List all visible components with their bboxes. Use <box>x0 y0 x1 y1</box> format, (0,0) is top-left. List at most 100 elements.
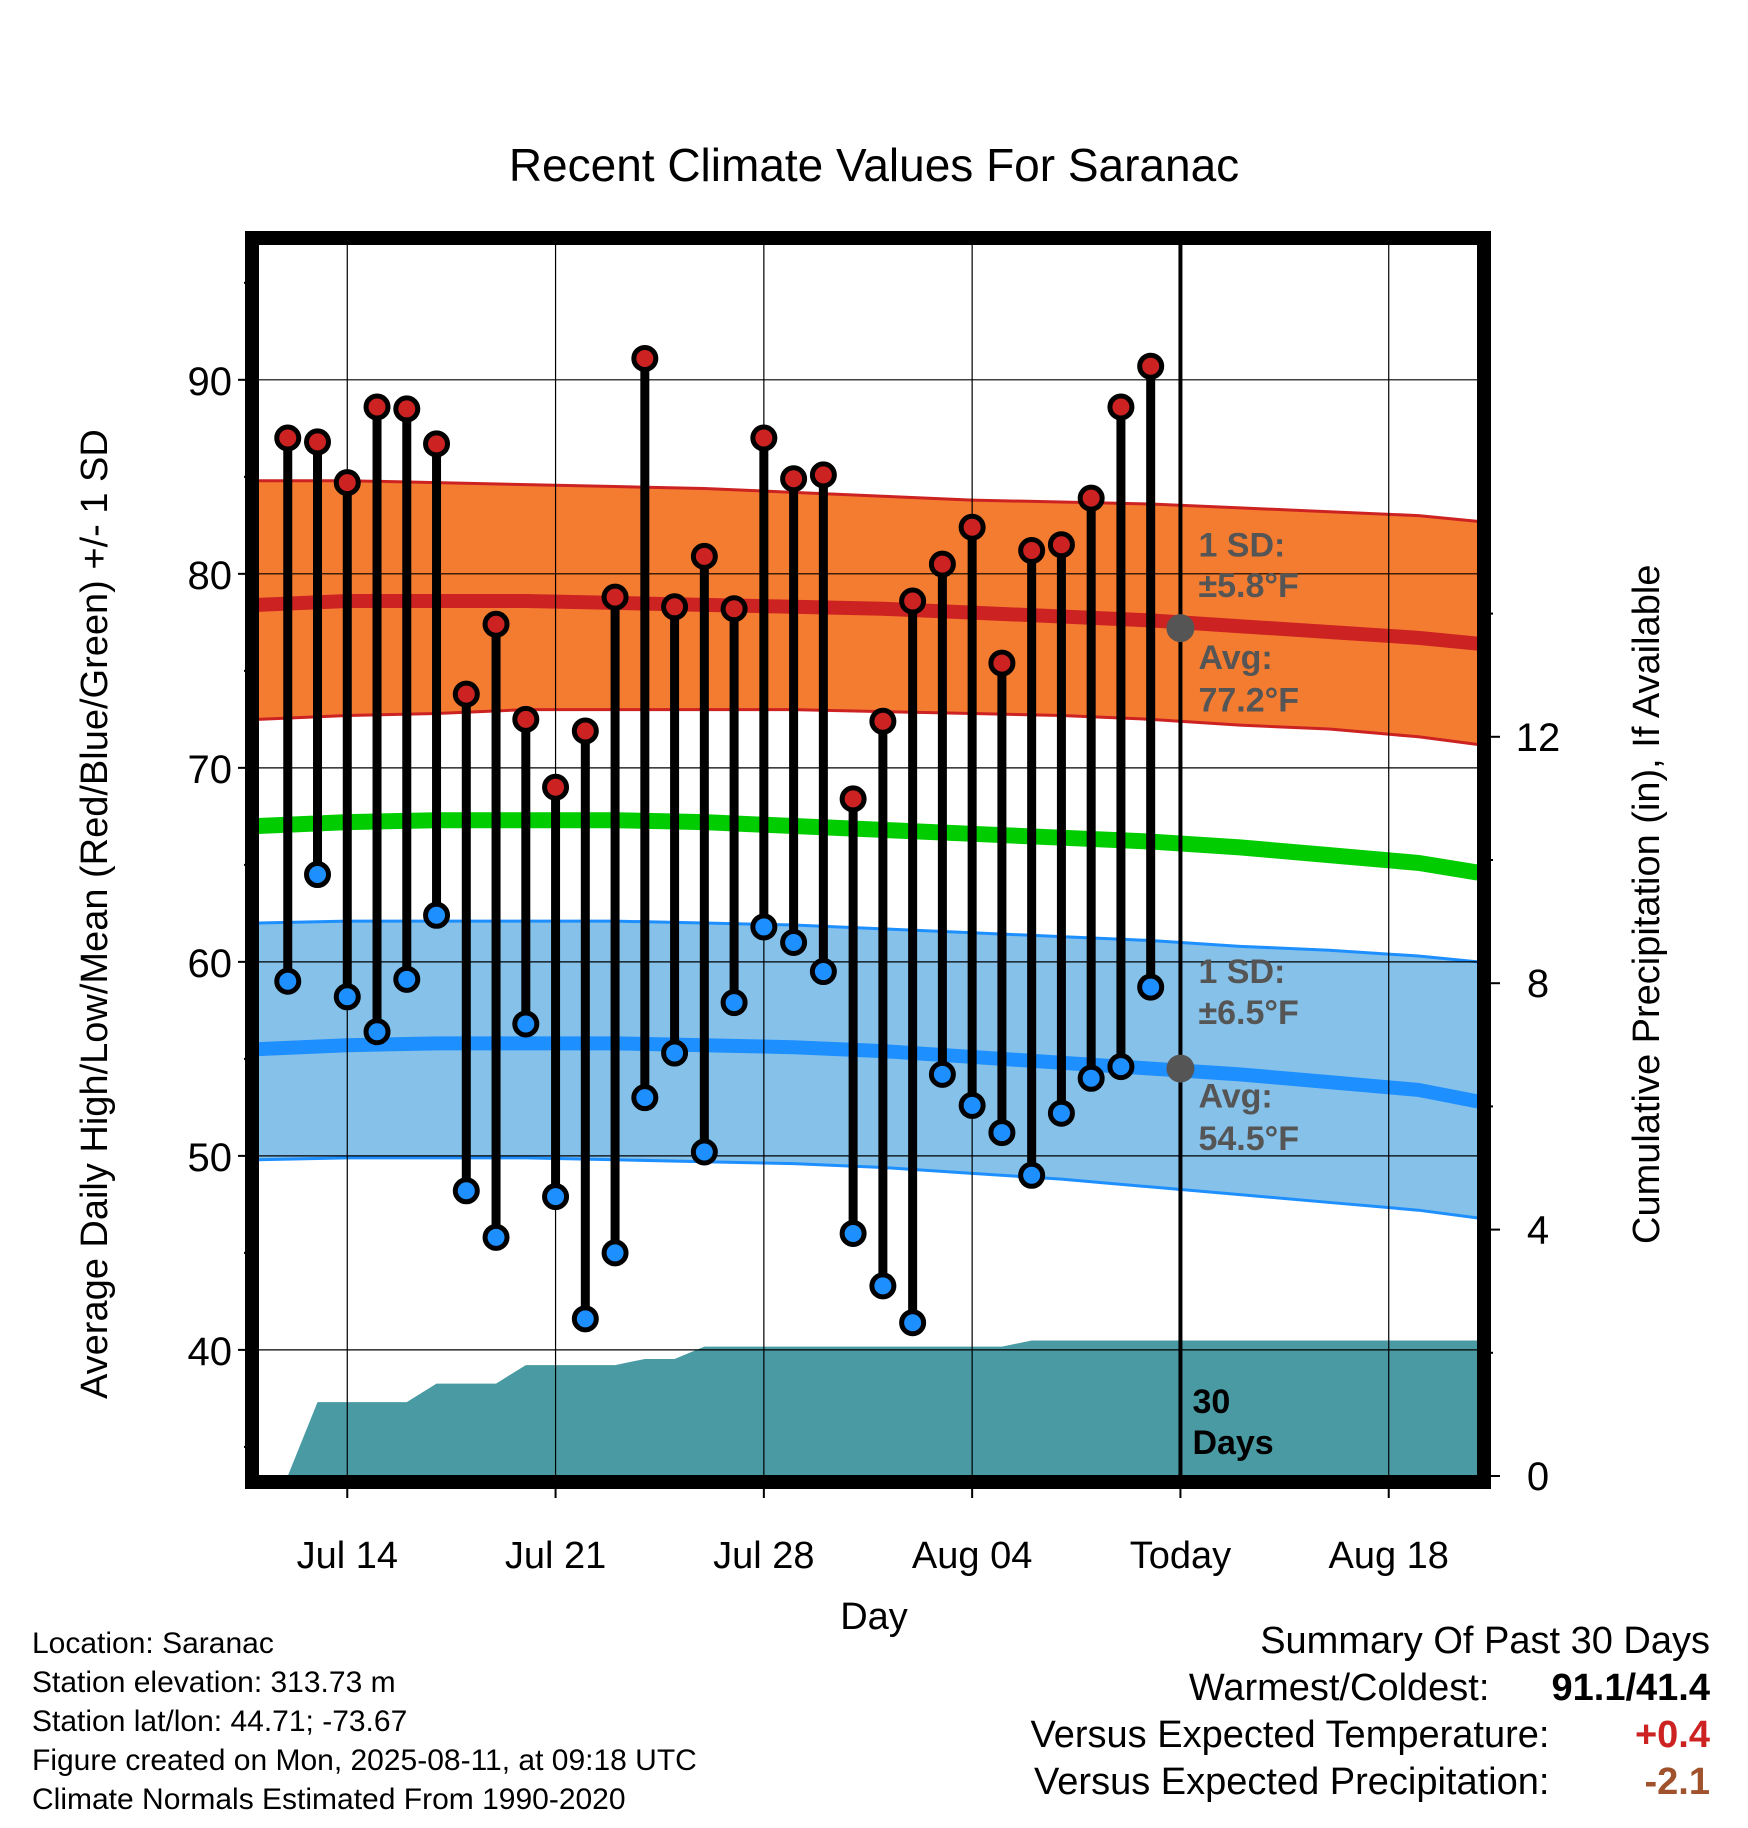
elevation-text: Station elevation: 313.73 m <box>32 1666 396 1699</box>
high-avg-value: 77.2°F <box>1198 682 1299 720</box>
daily-low-point-16 <box>720 989 748 1017</box>
high-sd-band-upper-edge <box>258 479 1478 523</box>
normal-high-line <box>258 593 1478 651</box>
high-avg-label: Avg: <box>1198 639 1272 677</box>
x-tick-label-5: Aug 18 <box>1329 1535 1449 1577</box>
daily-low-point-25 <box>988 1119 1016 1147</box>
y-axis-left-label: Average Daily High/Low/Mean (Red/Blue/Gr… <box>74 429 116 1399</box>
warm-cold-value: 91.1/41.4 <box>1551 1667 1710 1709</box>
daily-high-point-24 <box>958 513 986 541</box>
normals-text: Climate Normals Estimated From 1990-2020 <box>32 1783 626 1816</box>
precip-anomaly-value: -2.1 <box>1644 1761 1710 1803</box>
low-sd-label: 1 SD: <box>1198 953 1285 991</box>
x-axis-label: Day <box>840 1596 908 1638</box>
created-text: Figure created on Mon, 2025-08-11, at 09… <box>32 1744 697 1777</box>
y-right-tick-label-0: 0 <box>1527 1455 1549 1499</box>
location-text: Location: Saranac <box>32 1627 274 1660</box>
plot-area <box>258 244 1478 1476</box>
temp-anomaly-value: +0.4 <box>1634 1714 1710 1756</box>
daily-high-point-8 <box>482 610 510 638</box>
daily-high-point-16 <box>720 595 748 623</box>
daily-low-point-18 <box>780 928 808 956</box>
daily-low-point-6 <box>423 901 451 929</box>
y-right-tick-label-12: 12 <box>1516 716 1561 760</box>
high-sd-value: ±5.8°F <box>1198 567 1298 605</box>
daily-low-point-22 <box>899 1309 927 1337</box>
daily-high-point-11 <box>571 717 599 745</box>
y-left-tick-label-70: 70 <box>188 748 233 792</box>
daily-low-point-27 <box>1047 1099 1075 1127</box>
daily-low-point-12 <box>601 1239 629 1267</box>
low-avg-label: Avg: <box>1198 1077 1272 1115</box>
daily-high-point-13 <box>631 344 659 372</box>
latlon-text: Station lat/lon: 44.71; -73.67 <box>32 1705 408 1738</box>
summary-temp: Versus Expected Temperature: +0.4 <box>1031 1712 1710 1759</box>
y-left-tick-label-40: 40 <box>188 1330 233 1374</box>
y-left-tick-label-60: 60 <box>188 942 233 986</box>
daily-low-point-24 <box>958 1091 986 1119</box>
daily-low-point-23 <box>928 1060 956 1088</box>
daily-high-point-22 <box>899 587 927 615</box>
daily-high-point-23 <box>928 550 956 578</box>
daily-low-point-1 <box>274 967 302 995</box>
daily-low-point-4 <box>363 1018 391 1046</box>
summary-warm-cold: Warmest/Coldest: 91.1/41.4 <box>1031 1665 1710 1712</box>
station-metadata: Location: Saranac Station elevation: 313… <box>32 1624 697 1819</box>
y-right-tick-label-4: 4 <box>1527 1209 1549 1253</box>
daily-low-point-19 <box>809 958 837 986</box>
summary-heading: Summary Of Past 30 Days <box>1260 1620 1710 1662</box>
daily-high-point-4 <box>363 393 391 421</box>
y-left-tick-label-50: 50 <box>188 1136 233 1180</box>
x-tick-label-3: Aug 04 <box>912 1535 1032 1577</box>
daily-low-point-2 <box>304 861 332 889</box>
daily-high-point-6 <box>423 430 451 458</box>
summary-panel: Summary Of Past 30 Days Warmest/Coldest:… <box>1031 1618 1710 1806</box>
daily-high-point-28 <box>1077 484 1105 512</box>
x-tick-label-2: Jul 28 <box>713 1535 814 1577</box>
daily-high-point-17 <box>750 424 778 452</box>
daily-high-point-10 <box>542 773 570 801</box>
daily-low-point-15 <box>690 1138 718 1166</box>
daily-high-point-30 <box>1137 352 1165 380</box>
daily-low-point-5 <box>393 965 421 993</box>
daily-high-point-18 <box>780 465 808 493</box>
daily-low-point-10 <box>542 1183 570 1211</box>
warm-cold-label: Warmest/Coldest: <box>1188 1667 1490 1709</box>
daily-low-point-29 <box>1107 1053 1135 1081</box>
daily-high-point-19 <box>809 461 837 489</box>
daily-low-point-21 <box>869 1272 897 1300</box>
daily-high-point-7 <box>452 680 480 708</box>
daily-low-point-17 <box>750 913 778 941</box>
daily-high-point-21 <box>869 707 897 735</box>
daily-high-point-15 <box>690 542 718 570</box>
x-tick-label-0: Jul 14 <box>297 1535 398 1577</box>
x-tick-label-1: Jul 21 <box>505 1535 606 1577</box>
daily-low-point-8 <box>482 1223 510 1251</box>
daily-low-point-14 <box>661 1039 689 1067</box>
low-sd-value: ±6.5°F <box>1198 994 1298 1032</box>
low-sd-band <box>258 921 1478 1218</box>
daily-high-point-5 <box>393 395 421 423</box>
daily-high-point-14 <box>661 593 689 621</box>
precip-days-label-word: Days <box>1192 1424 1273 1462</box>
daily-high-point-29 <box>1107 393 1135 421</box>
y-right-tick-label-8: 8 <box>1527 962 1549 1006</box>
cumulative-precip-area <box>258 1340 1478 1476</box>
summary-precip: Versus Expected Precipitation: -2.1 <box>1031 1759 1710 1806</box>
daily-low-point-9 <box>512 1010 540 1038</box>
precip-days-label-number: 30 <box>1192 1383 1230 1421</box>
daily-low-point-11 <box>571 1305 599 1333</box>
daily-high-point-3 <box>333 469 361 497</box>
daily-low-point-7 <box>452 1177 480 1205</box>
today-avg-low-dot <box>1166 1054 1195 1083</box>
daily-low-point-20 <box>839 1219 867 1247</box>
daily-low-point-3 <box>333 983 361 1011</box>
daily-high-point-27 <box>1047 531 1075 559</box>
x-tick-label-4: Today <box>1130 1535 1231 1577</box>
high-sd-label: 1 SD: <box>1198 526 1285 564</box>
daily-high-point-2 <box>304 428 332 456</box>
y-left-tick-label-90: 90 <box>188 360 233 404</box>
daily-high-point-1 <box>274 424 302 452</box>
daily-high-point-26 <box>1018 537 1046 565</box>
